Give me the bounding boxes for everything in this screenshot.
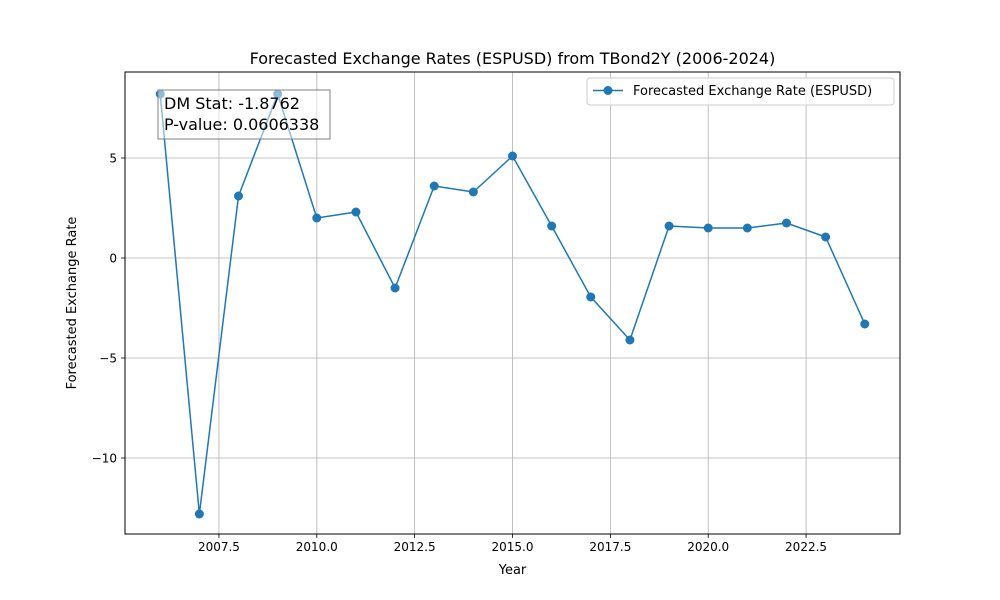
data-point — [547, 221, 557, 231]
plot-frame — [124, 71, 901, 535]
y-tick-label: −10 — [92, 452, 117, 466]
data-point — [351, 207, 361, 217]
data-point — [468, 187, 478, 197]
data-point — [781, 218, 791, 228]
y-axis-label: Forecasted Exchange Rate — [65, 217, 80, 390]
data-point — [429, 181, 439, 191]
legend-frame — [586, 77, 895, 106]
data-point — [586, 292, 596, 302]
x-tick-label: 2017.5 — [589, 540, 631, 554]
data-point — [742, 223, 752, 233]
x-tick-label: 2015.0 — [492, 540, 534, 554]
data-point — [664, 221, 674, 231]
data-point — [860, 319, 870, 329]
x-tick-label: 2010.0 — [296, 540, 338, 554]
annotation-frame — [157, 89, 331, 140]
x-axis-label: Year — [498, 563, 527, 578]
x-tick-label: 2020.0 — [687, 540, 729, 554]
x-tick-label: 2007.5 — [198, 540, 240, 554]
data-point — [703, 223, 713, 233]
data-point — [234, 191, 244, 201]
y-tick-label: 0 — [109, 252, 117, 266]
legend: Forecasted Exchange Rate (ESPUSD) — [586, 77, 895, 106]
legend-label: Forecasted Exchange Rate (ESPUSD) — [633, 84, 872, 99]
data-point — [508, 151, 517, 161]
data-point — [625, 335, 635, 345]
data-point — [194, 509, 204, 519]
annotation-box: DM Stat: -1.8762 P-value: 0.0606338 — [157, 89, 331, 140]
x-tick-label: 2012.5 — [394, 540, 436, 554]
annotation-dm-stat: DM Stat: -1.8762 — [164, 94, 300, 113]
annotation-p-value: P-value: 0.0606338 — [164, 115, 319, 134]
y-tick-label: 5 — [109, 152, 117, 166]
legend-marker-swatch — [603, 86, 613, 95]
y-tick-label: −5 — [99, 352, 117, 366]
data-point — [312, 213, 322, 223]
x-tick-label: 2022.5 — [785, 540, 827, 554]
data-point — [821, 232, 831, 242]
axis-ticks: 2007.5 2010.0 2012.5 2015.0 2017.5 2020.0 2022… — [92, 152, 827, 555]
data-point — [390, 283, 400, 293]
chart-title: Forecasted Exchange Rates (ESPUSD) from … — [250, 49, 776, 68]
